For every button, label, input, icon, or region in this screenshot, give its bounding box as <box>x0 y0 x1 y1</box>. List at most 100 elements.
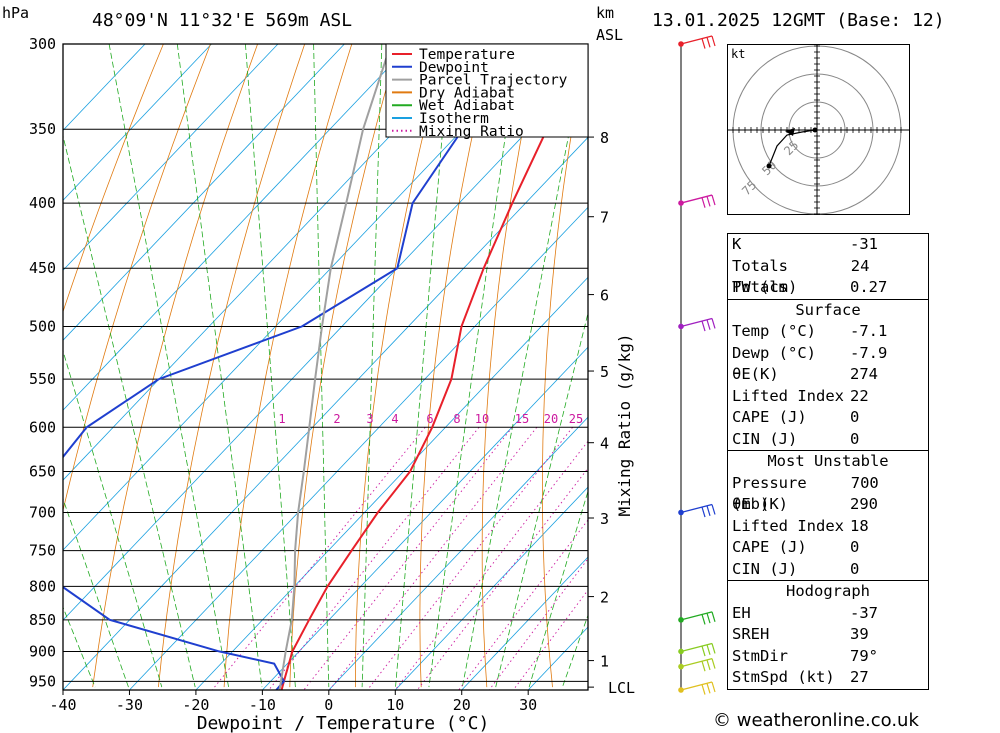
isotherm-line <box>63 44 478 481</box>
mixing-ratio-line <box>211 427 426 690</box>
surface-cin: 0 <box>850 429 860 448</box>
section-title: Hodograph <box>786 582 870 600</box>
label: θE(K) <box>732 365 779 383</box>
legend-label: Dewpoint <box>419 60 489 76</box>
label: StmSpd (kt) <box>732 668 835 686</box>
wind-barb-flag <box>701 684 706 695</box>
wind-barb-flag <box>711 611 716 623</box>
temperature-tick-label: -30 <box>116 696 143 714</box>
wind-barb-flag <box>706 612 711 624</box>
pressure-tick-label: 750 <box>29 542 56 560</box>
hodograph: kt 25 50 75 <box>727 44 910 215</box>
wet-adiabat-line <box>63 349 163 688</box>
mu-cape: 0 <box>850 538 860 556</box>
k-index-value: -31 <box>850 235 878 253</box>
isotherm-line <box>195 276 588 690</box>
wind-barb-flag <box>701 38 706 49</box>
temperature-line <box>280 83 588 690</box>
totals-totals-value: 24 <box>850 256 870 275</box>
pressure-tick-label: 350 <box>29 120 56 138</box>
temperature-tick-label: -10 <box>249 696 276 714</box>
height-tick-label: LCL <box>608 679 635 697</box>
label: PW (cm) <box>732 278 798 296</box>
wind-barb <box>680 35 713 45</box>
legend-label: Temperature <box>419 47 515 63</box>
legend-box <box>385 43 589 138</box>
storm-speed-value: 27 <box>850 668 869 686</box>
height-tick-label: 2 <box>600 589 609 607</box>
sreh-value: 39 <box>850 625 869 643</box>
pressure-tick-label: 950 <box>29 672 56 690</box>
wind-barb <box>680 657 713 668</box>
height-tick-label: 8 <box>600 129 609 147</box>
wind-barb-flag <box>711 658 716 669</box>
pressure-tick-label: 850 <box>29 611 56 629</box>
label: CAPE (J) <box>732 408 807 426</box>
pressure-tick-label: 450 <box>29 259 56 277</box>
legend-label: Parcel Trajectory <box>419 73 568 89</box>
height-tick-label: 7 <box>600 209 609 227</box>
section-title: Surface <box>795 300 861 319</box>
wet-adiabat-line <box>313 44 330 688</box>
x-axis-label: Dewpoint / Temperature (°C) <box>197 713 490 733</box>
isotherm-line <box>63 44 279 271</box>
plot-frame <box>62 43 589 691</box>
pressure-tick-label: 550 <box>29 370 56 388</box>
wind-barb <box>680 317 713 328</box>
label: StmDir <box>732 646 788 665</box>
pressure-tick-label: 400 <box>29 194 56 212</box>
wind-barb <box>680 681 713 691</box>
mixing-ratio-label: 20 <box>544 412 558 426</box>
wind-barb-flag <box>706 196 711 207</box>
surface-section: Surface Temp (°C) -7.1 Dewp (°C) -7.9 θE(K… <box>728 298 928 451</box>
mu-lifted-index: 18 <box>850 516 869 535</box>
surface-dewp: -7.9 <box>850 343 888 362</box>
wind-barb-flag <box>701 614 706 625</box>
isotherm-line <box>63 136 588 690</box>
legend-label: Dry Adiabat <box>419 85 515 101</box>
label: θE (K) <box>732 495 788 513</box>
temperature-tick-label: 20 <box>453 696 471 714</box>
wind-barb-flag <box>711 681 716 693</box>
pw-value: 0.27 <box>850 278 888 296</box>
wind-barb-flag <box>706 659 711 671</box>
hodograph-trace <box>768 129 816 167</box>
index-table: K -31 Totals Totals 24 PW (cm) 0.27 Surface… <box>727 233 929 690</box>
wet-adiabat-line <box>176 44 263 688</box>
height-tick-label: 3 <box>600 510 609 528</box>
copyright[interactable]: © weatheronline.co.uk <box>713 710 919 731</box>
legend-label: Wet Adiabat <box>419 98 515 114</box>
dry-adiabat-line <box>355 44 447 688</box>
parcel-trajectory-line <box>278 44 392 690</box>
legend-label: Isotherm <box>419 111 489 127</box>
wind-barb-flag <box>701 645 706 657</box>
height-tick-label: 4 <box>600 435 609 453</box>
dry-adiabat-line <box>657 44 684 687</box>
isotherm-line <box>63 44 345 341</box>
dry-adiabat-line <box>63 44 164 313</box>
wind-barb-flag <box>706 319 711 330</box>
label: CAPE (J) <box>732 538 807 556</box>
isotherm-line <box>129 206 588 690</box>
label: Pressure (mb) <box>732 473 807 514</box>
wet-adiabat-line <box>108 44 229 688</box>
surface-temp: -7.1 <box>850 322 888 340</box>
hodograph-point <box>812 127 818 133</box>
wind-barb <box>680 642 713 653</box>
surface-theta-e: 274 <box>850 365 878 383</box>
height-tick-label: 1 <box>600 653 609 671</box>
temperature-tick-label: 10 <box>386 696 404 714</box>
isotherm-line <box>328 416 588 690</box>
datetime-title: 13.01.2025 12GMT (Base: 12) <box>652 10 945 31</box>
pressure-tick-label: 300 <box>29 35 56 53</box>
isotherm-line <box>394 486 588 690</box>
wind-barb <box>680 194 713 204</box>
storm-motion-marker <box>785 128 795 136</box>
height-tick-label: 6 <box>600 287 609 305</box>
label: CIN (J) <box>732 559 798 578</box>
isotherm-line <box>63 44 212 201</box>
dry-adiabat-line <box>289 44 400 688</box>
pressure-tick-label: 600 <box>29 418 56 436</box>
wind-barb-flag <box>701 320 706 332</box>
mixing-ratio-label: 3 <box>366 412 373 426</box>
